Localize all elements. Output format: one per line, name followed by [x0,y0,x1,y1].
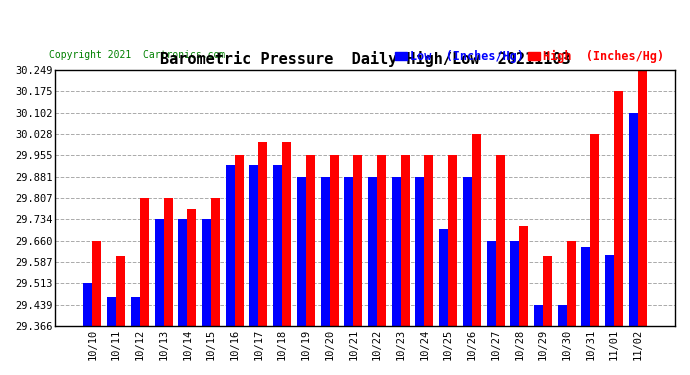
Bar [282,142,291,326]
Text: Copyright 2021  Cartronics.com: Copyright 2021 Cartronics.com [49,50,226,60]
Bar [235,155,244,326]
Bar [543,256,552,326]
Bar [605,255,614,326]
Bar [448,155,457,326]
Bar [401,155,410,326]
Bar [463,177,472,326]
Bar [92,241,101,326]
Bar [520,226,529,326]
Bar [558,305,566,326]
Bar [187,209,197,326]
Bar [344,177,353,326]
Bar [534,305,543,326]
Bar [155,219,164,326]
Bar [510,241,520,326]
Bar [83,284,92,326]
Bar [273,165,282,326]
Bar [330,155,339,326]
Bar [140,198,149,326]
Bar [582,246,591,326]
Bar [614,92,623,326]
Bar [178,219,187,326]
Bar [495,155,504,326]
Bar [107,297,116,326]
Bar [297,177,306,326]
Bar [202,219,211,326]
Bar [226,165,235,326]
Bar [591,134,600,326]
Bar [259,142,268,326]
Bar [439,229,448,326]
Bar [415,177,424,326]
Bar [392,177,401,326]
Bar [377,155,386,326]
Bar [211,198,220,326]
Bar [321,177,330,326]
Bar [629,112,638,326]
Bar [164,198,172,326]
Bar [638,70,647,326]
Bar [116,256,125,326]
Bar [249,165,259,326]
Bar [486,241,495,326]
Bar [306,155,315,326]
Bar [353,155,362,326]
Bar [424,155,433,326]
Bar [472,134,481,326]
Bar [566,241,575,326]
Title: Barometric Pressure  Daily High/Low  20211103: Barometric Pressure Daily High/Low 20211… [160,51,571,68]
Bar [368,177,377,326]
Legend: Low  (Inches/Hg), High  (Inches/Hg): Low (Inches/Hg), High (Inches/Hg) [391,45,669,68]
Bar [131,297,140,326]
